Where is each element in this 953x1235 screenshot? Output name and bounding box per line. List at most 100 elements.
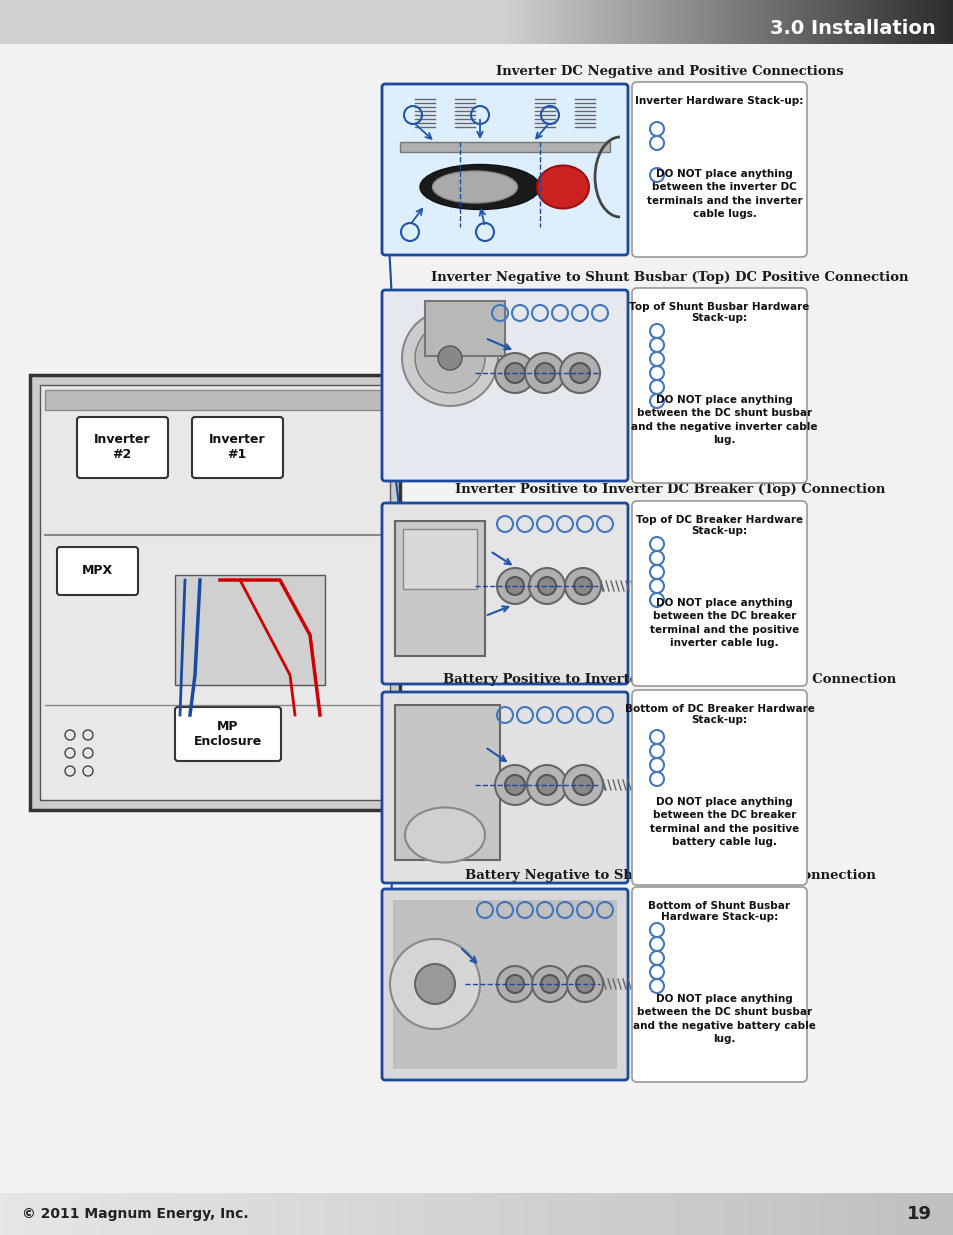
FancyBboxPatch shape <box>941 1193 942 1235</box>
FancyBboxPatch shape <box>471 0 472 44</box>
FancyBboxPatch shape <box>550 0 551 44</box>
FancyBboxPatch shape <box>281 0 282 44</box>
FancyBboxPatch shape <box>102 1193 103 1235</box>
FancyBboxPatch shape <box>127 1193 128 1235</box>
FancyBboxPatch shape <box>534 1193 535 1235</box>
FancyBboxPatch shape <box>783 1193 784 1235</box>
FancyBboxPatch shape <box>364 0 365 44</box>
FancyBboxPatch shape <box>145 0 146 44</box>
FancyBboxPatch shape <box>488 1193 489 1235</box>
FancyBboxPatch shape <box>442 1193 443 1235</box>
FancyBboxPatch shape <box>391 0 392 44</box>
FancyBboxPatch shape <box>22 1193 23 1235</box>
FancyBboxPatch shape <box>293 1193 294 1235</box>
FancyBboxPatch shape <box>202 0 203 44</box>
FancyBboxPatch shape <box>523 0 524 44</box>
FancyBboxPatch shape <box>379 1193 380 1235</box>
FancyBboxPatch shape <box>607 0 608 44</box>
FancyBboxPatch shape <box>800 1193 801 1235</box>
FancyBboxPatch shape <box>571 1193 572 1235</box>
FancyBboxPatch shape <box>464 0 465 44</box>
FancyBboxPatch shape <box>477 1193 478 1235</box>
FancyBboxPatch shape <box>793 1193 794 1235</box>
FancyBboxPatch shape <box>609 1193 610 1235</box>
FancyBboxPatch shape <box>430 1193 431 1235</box>
FancyBboxPatch shape <box>848 0 849 44</box>
FancyBboxPatch shape <box>156 0 157 44</box>
FancyBboxPatch shape <box>375 0 376 44</box>
FancyBboxPatch shape <box>352 0 353 44</box>
FancyBboxPatch shape <box>913 1193 914 1235</box>
FancyBboxPatch shape <box>638 0 639 44</box>
FancyBboxPatch shape <box>535 1193 536 1235</box>
FancyBboxPatch shape <box>603 1193 604 1235</box>
FancyBboxPatch shape <box>636 1193 637 1235</box>
FancyBboxPatch shape <box>598 0 599 44</box>
FancyBboxPatch shape <box>11 1193 12 1235</box>
FancyBboxPatch shape <box>606 1193 607 1235</box>
FancyBboxPatch shape <box>495 0 496 44</box>
FancyBboxPatch shape <box>656 1193 657 1235</box>
FancyBboxPatch shape <box>827 0 828 44</box>
FancyBboxPatch shape <box>119 0 120 44</box>
FancyBboxPatch shape <box>413 1193 414 1235</box>
FancyBboxPatch shape <box>568 0 569 44</box>
FancyBboxPatch shape <box>511 0 512 44</box>
FancyBboxPatch shape <box>627 0 628 44</box>
FancyBboxPatch shape <box>296 1193 297 1235</box>
FancyBboxPatch shape <box>637 1193 638 1235</box>
FancyBboxPatch shape <box>470 1193 471 1235</box>
FancyBboxPatch shape <box>598 1193 599 1235</box>
FancyBboxPatch shape <box>419 0 420 44</box>
FancyBboxPatch shape <box>361 1193 363 1235</box>
FancyBboxPatch shape <box>760 1193 761 1235</box>
FancyBboxPatch shape <box>554 1193 555 1235</box>
FancyBboxPatch shape <box>168 1193 169 1235</box>
Text: Inverter Positive to Inverter DC Breaker (Top) Connection: Inverter Positive to Inverter DC Breaker… <box>455 483 884 496</box>
Text: 3.0 Installation: 3.0 Installation <box>769 19 935 37</box>
FancyBboxPatch shape <box>516 0 517 44</box>
FancyBboxPatch shape <box>814 1193 815 1235</box>
FancyBboxPatch shape <box>748 0 749 44</box>
FancyBboxPatch shape <box>201 0 202 44</box>
FancyBboxPatch shape <box>193 1193 194 1235</box>
FancyBboxPatch shape <box>446 1193 447 1235</box>
FancyBboxPatch shape <box>599 1193 600 1235</box>
FancyBboxPatch shape <box>130 0 131 44</box>
FancyBboxPatch shape <box>943 1193 944 1235</box>
FancyBboxPatch shape <box>863 1193 864 1235</box>
FancyBboxPatch shape <box>741 0 742 44</box>
FancyBboxPatch shape <box>62 1193 63 1235</box>
FancyBboxPatch shape <box>456 1193 457 1235</box>
FancyBboxPatch shape <box>257 1193 258 1235</box>
Circle shape <box>576 974 594 993</box>
FancyBboxPatch shape <box>253 1193 254 1235</box>
FancyBboxPatch shape <box>52 0 53 44</box>
FancyBboxPatch shape <box>772 0 773 44</box>
Text: DO NOT place anything
between the DC shunt busbar
and the negative battery cable: DO NOT place anything between the DC shu… <box>633 994 815 1044</box>
FancyBboxPatch shape <box>49 0 50 44</box>
Ellipse shape <box>432 170 517 203</box>
FancyBboxPatch shape <box>209 0 210 44</box>
FancyBboxPatch shape <box>62 0 63 44</box>
FancyBboxPatch shape <box>340 1193 341 1235</box>
FancyBboxPatch shape <box>745 0 746 44</box>
FancyBboxPatch shape <box>714 1193 716 1235</box>
FancyBboxPatch shape <box>17 1193 18 1235</box>
FancyBboxPatch shape <box>395 705 499 860</box>
FancyBboxPatch shape <box>658 0 659 44</box>
FancyBboxPatch shape <box>177 0 178 44</box>
FancyBboxPatch shape <box>625 0 626 44</box>
FancyBboxPatch shape <box>344 0 345 44</box>
FancyBboxPatch shape <box>866 0 867 44</box>
FancyBboxPatch shape <box>90 0 91 44</box>
FancyBboxPatch shape <box>867 0 868 44</box>
FancyBboxPatch shape <box>398 1193 399 1235</box>
FancyBboxPatch shape <box>845 0 846 44</box>
FancyBboxPatch shape <box>771 0 772 44</box>
FancyBboxPatch shape <box>868 1193 869 1235</box>
FancyBboxPatch shape <box>476 0 477 44</box>
FancyBboxPatch shape <box>209 1193 210 1235</box>
Text: MP
Enclosure: MP Enclosure <box>193 720 262 748</box>
FancyBboxPatch shape <box>8 0 9 44</box>
